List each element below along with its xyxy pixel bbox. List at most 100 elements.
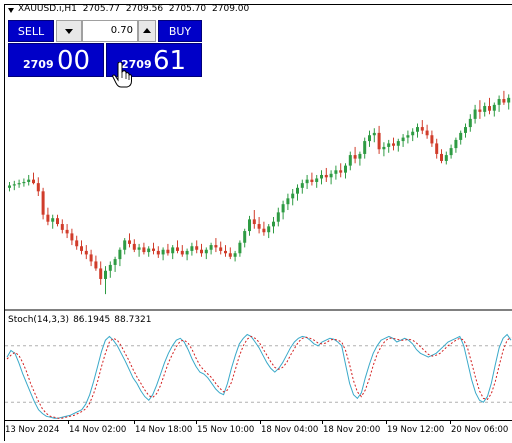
buy-price-prefix: 2709 [121, 58, 152, 71]
candle [459, 130, 463, 145]
candle [224, 245, 227, 257]
chart-window[interactable] [4, 4, 512, 441]
ohlc-high: 2709.56 [125, 4, 164, 14]
buy-button[interactable]: BUY [158, 20, 202, 42]
time-tick-label: 18 Nov 04:00 [261, 425, 319, 435]
candle [377, 125, 381, 154]
candle [142, 242, 146, 255]
time-tick-label: 13 Nov 2024 [5, 425, 60, 435]
candle [185, 248, 189, 261]
candle [209, 242, 213, 255]
stochastic-main-line [6, 333, 512, 419]
candle [425, 124, 429, 139]
time-tick-mark [196, 421, 197, 424]
candle [396, 138, 400, 152]
candle [473, 104, 477, 124]
chevron-down-icon [65, 29, 73, 34]
stochastic-name: Stoch(14,3,3) [8, 315, 70, 325]
candle [416, 123, 419, 138]
candle [17, 179, 21, 188]
candle [200, 243, 203, 257]
candle [51, 214, 55, 229]
candle [464, 123, 467, 138]
sell-button[interactable]: SELL [8, 20, 54, 42]
candle [233, 250, 237, 262]
candle [70, 228, 74, 246]
candle [84, 245, 88, 260]
candle [12, 180, 16, 191]
candle [488, 97, 491, 115]
candle [219, 241, 223, 255]
buy-price-pips: 61 [153, 46, 187, 76]
symbol-menu-arrow-icon[interactable] [8, 8, 14, 13]
candle [344, 163, 347, 179]
candle [296, 184, 299, 201]
candle [392, 137, 395, 151]
candle [156, 246, 160, 258]
price-chart[interactable] [5, 5, 512, 311]
chart-header: XAUUSD.i,H1 2705.77 2709.56 2705.70 2709… [6, 4, 249, 14]
volume-dropdown[interactable] [56, 20, 82, 42]
candle [329, 170, 333, 185]
stochastic-legend: Stoch(14,3,3) 86.1945 88.7321 [8, 315, 156, 325]
candle [257, 217, 261, 234]
time-tick-label: 18 Nov 20:00 [323, 425, 381, 435]
candle [228, 247, 232, 260]
candle [99, 261, 103, 285]
candle [118, 247, 122, 267]
time-tick-mark [260, 421, 261, 424]
candle [32, 172, 35, 185]
candle [339, 163, 343, 178]
candle [176, 240, 179, 254]
candle [406, 130, 410, 144]
buy-price-button[interactable]: 2709 61 [106, 43, 202, 77]
candle [468, 114, 472, 132]
candle [214, 238, 218, 253]
candle [363, 137, 367, 159]
ohlc-low: 2705.70 [168, 4, 207, 14]
candle [36, 177, 40, 196]
candle [324, 167, 328, 182]
time-tick-label: 15 Nov 10:00 [197, 425, 255, 435]
stochastic-subwindow[interactable] [5, 317, 512, 425]
chevron-up-icon [143, 28, 151, 33]
time-tick-label: 19 Nov 12:00 [387, 425, 445, 435]
time-tick-label: 20 Nov 06:00 [451, 425, 509, 435]
candle [430, 130, 434, 147]
candle [435, 138, 439, 159]
candle [315, 174, 319, 188]
candle [348, 151, 352, 171]
candle [60, 219, 64, 234]
volume-increase-button[interactable] [138, 20, 156, 42]
candle [420, 120, 424, 135]
time-tick-label: 14 Nov 02:00 [69, 425, 127, 435]
candle [291, 188, 295, 206]
candle [372, 128, 376, 143]
candle [8, 181, 11, 192]
candle [267, 224, 271, 239]
candle [113, 256, 117, 272]
volume-input[interactable]: 0.70 [82, 20, 138, 42]
sell-price-button[interactable]: 2709 00 [8, 43, 104, 77]
candle [195, 240, 199, 254]
symbol-label: XAUUSD.i,H1 [18, 4, 77, 14]
candle [272, 217, 275, 234]
time-tick-mark [4, 421, 5, 424]
candle [190, 242, 194, 256]
ohlc-close: 2709.00 [212, 4, 250, 14]
candle [262, 221, 266, 236]
candle [411, 128, 415, 142]
ohlc-open: 2705.77 [82, 4, 120, 14]
candle [132, 239, 136, 253]
candle [492, 102, 496, 117]
candle [137, 243, 141, 257]
candle [387, 139, 391, 153]
candle [252, 210, 256, 229]
candle [27, 174, 31, 186]
sell-price-prefix: 2709 [23, 58, 54, 71]
sell-price-pips: 00 [57, 46, 91, 76]
candle [248, 215, 251, 236]
candle [502, 90, 506, 105]
candle [108, 261, 112, 278]
candle [320, 170, 323, 185]
